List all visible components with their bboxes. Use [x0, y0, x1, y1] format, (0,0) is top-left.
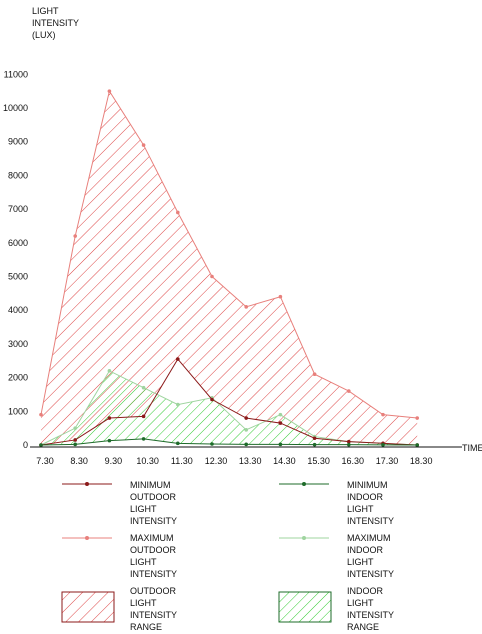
minimum-indoor-light-intensity-point — [176, 441, 180, 446]
minimum-indoor-light-intensity-point — [415, 443, 420, 447]
legend-max-outdoor-marker — [62, 536, 112, 540]
minimum-indoor-light-intensity-point — [141, 437, 146, 441]
maximum-outdoor-light-intensity-point — [73, 234, 77, 238]
maximum-outdoor-light-intensity-point — [347, 389, 351, 393]
minimum-outdoor-light-intensity-point — [141, 414, 146, 419]
x-tick-label: 17.30 — [376, 456, 399, 466]
minimum-indoor-light-intensity-point — [73, 442, 77, 447]
y-tick-labels: 0 1000 2000 3000 4000 5000 6000 7000 8000 9000 100… — [3, 69, 28, 450]
legend-outdoor-range-label: OUTDOOR LIGHT INTENSITY RANGE — [130, 586, 178, 632]
maximum-outdoor-light-intensity-point — [244, 305, 248, 309]
minimum-indoor-light-intensity-point — [244, 442, 248, 447]
minimum-indoor-light-intensity-point — [381, 443, 385, 447]
minimum-outdoor-light-intensity-point — [210, 397, 214, 402]
minimum-indoor-light-intensity-point — [107, 438, 112, 443]
minimum-outdoor-light-intensity-point — [107, 416, 112, 420]
maximum-outdoor-light-intensity-point — [312, 372, 317, 377]
x-tick-label: 12.30 — [205, 456, 228, 466]
minimum-outdoor-light-intensity-point — [312, 436, 317, 441]
maximum-indoor-light-intensity-point — [176, 402, 180, 407]
series-lines — [39, 89, 420, 447]
maximum-outdoor-light-intensity-point — [39, 412, 43, 417]
y-tick-label: 10000 — [3, 103, 28, 113]
x-tick-label: 9.30 — [105, 456, 123, 466]
legend-outdoor-range-swatch — [61, 591, 115, 623]
minimum-indoor-light-intensity-point — [39, 443, 43, 447]
y-tick-label: 4000 — [8, 305, 28, 315]
y-tick-label: 11000 — [4, 69, 28, 79]
legend-min-indoor-marker — [279, 482, 329, 486]
y-tick-label: 3000 — [8, 339, 28, 349]
x-tick-label: 18.30 — [410, 456, 433, 466]
indoor-range-area — [41, 370, 418, 445]
minimum-outdoor-light-intensity-point — [244, 416, 248, 420]
maximum-indoor-light-intensity-point — [141, 385, 146, 390]
y-axis-title-line-1: LIGHT — [32, 6, 59, 16]
minimum-outdoor-light-intensity-point — [347, 439, 351, 444]
maximum-outdoor-light-intensity-point — [278, 294, 283, 299]
x-tick-label: 11.30 — [171, 456, 193, 466]
y-axis-title-line-2: INTENSITY — [32, 18, 79, 28]
y-tick-label: 2000 — [8, 373, 28, 383]
x-tick-labels: 7.30 8.30 9.30 10.30 11.30 12.30 13.30 14.30 15.… — [36, 456, 432, 466]
maximum-outdoor-light-intensity-point — [141, 143, 146, 147]
maximum-outdoor-light-intensity-point — [107, 89, 112, 93]
x-tick-label: 10.30 — [136, 456, 159, 466]
x-tick-label: 8.30 — [70, 456, 88, 466]
minimum-outdoor-light-intensity-point — [278, 421, 283, 425]
legend-min-indoor-label: MINIMUM INDOOR LIGHT INTENSITY — [347, 480, 395, 526]
x-tick-label: 16.30 — [342, 456, 365, 466]
maximum-outdoor-light-intensity-point — [381, 412, 385, 417]
maximum-outdoor-light-intensity-line — [40, 89, 418, 419]
legend-min-outdoor-label: MINIMUM OUTDOOR LIGHT INTENSITY — [130, 480, 178, 526]
minimum-indoor-light-intensity-point — [312, 442, 317, 447]
maximum-indoor-light-intensity-point — [107, 369, 112, 373]
legend-indoor-range-label: INDOOR LIGHT INTENSITY RANGE — [347, 586, 395, 632]
minimum-indoor-light-intensity-point — [347, 442, 351, 447]
range-areas — [41, 91, 418, 446]
x-tick-label: 15.30 — [307, 456, 330, 466]
minimum-outdoor-light-intensity-point — [176, 357, 180, 361]
y-tick-label: 0 — [23, 440, 28, 450]
minimum-indoor-light-intensity-point — [210, 442, 214, 446]
minimum-outdoor-light-intensity-point — [73, 438, 77, 442]
y-tick-label: 6000 — [8, 238, 28, 248]
maximum-indoor-light-intensity-point — [278, 412, 283, 417]
minimum-indoor-light-intensity-point — [278, 442, 283, 447]
maximum-indoor-light-intensity-point — [73, 426, 77, 430]
x-tick-label: 14.30 — [273, 456, 296, 466]
y-tick-label: 7000 — [8, 204, 28, 214]
maximum-outdoor-light-intensity-point — [176, 210, 180, 215]
y-axis-title-line-3: (LUX) — [32, 30, 56, 40]
legend-max-indoor-marker — [279, 536, 329, 540]
minimum-outdoor-light-intensity-line — [40, 358, 418, 446]
minimum-indoor-light-intensity-line — [40, 438, 418, 446]
maximum-outdoor-light-intensity-point — [210, 274, 214, 279]
maximum-outdoor-light-intensity-point — [415, 416, 420, 420]
legend-max-outdoor-label: MAXIMUM OUTDOOR LIGHT INTENSITY — [130, 533, 178, 579]
x-axis-title: TIME — [462, 443, 482, 453]
maximum-indoor-light-intensity-point — [244, 428, 248, 432]
y-tick-label: 9000 — [8, 137, 28, 147]
legend-min-outdoor-marker — [62, 482, 112, 486]
y-tick-label: 5000 — [8, 272, 28, 282]
outdoor-range-area — [41, 91, 418, 446]
x-tick-label: 13.30 — [239, 456, 262, 466]
x-tick-label: 7.30 — [36, 456, 54, 466]
y-tick-label: 1000 — [8, 406, 28, 416]
legend-max-indoor-label: MAXIMUM INDOOR LIGHT INTENSITY — [347, 533, 395, 579]
y-tick-label: 8000 — [8, 170, 28, 180]
legend-indoor-range-swatch — [278, 591, 332, 623]
